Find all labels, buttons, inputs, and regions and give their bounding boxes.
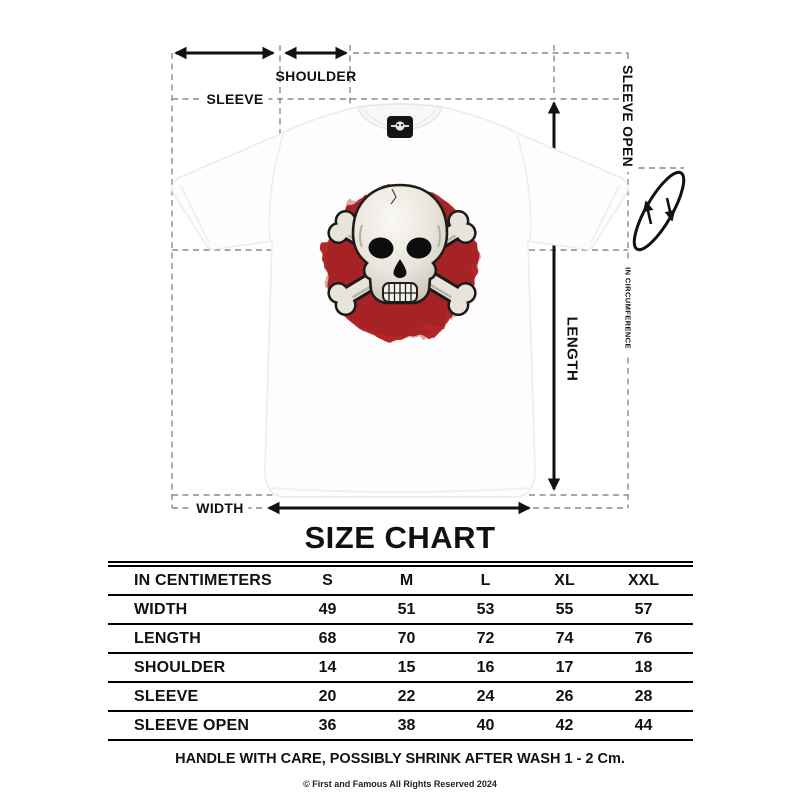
cell-value: 70 <box>397 629 416 647</box>
table-row-shoulder: SHOULDER 14 15 16 17 18 <box>108 654 693 683</box>
cell-value: 72 <box>476 629 495 647</box>
cell-value: 28 <box>634 687 653 705</box>
cell-value: 55 <box>555 600 574 618</box>
cell-value: 42 <box>555 716 574 734</box>
cell-value: 53 <box>476 600 495 618</box>
sleeve-open-measure-label: SLEEVE OPEN <box>620 59 636 173</box>
cell-value: 18 <box>634 658 653 676</box>
sleeve-measure-label: SLEEVE <box>201 91 269 107</box>
cell-value: 24 <box>476 687 495 705</box>
column-header-l: L <box>480 571 491 589</box>
in-circumference-label: IN CIRCUMFERENCE <box>623 263 633 353</box>
width-measure-label: WIDTH <box>191 500 249 516</box>
cell-value: 16 <box>476 658 495 676</box>
row-label: SHOULDER <box>134 658 226 676</box>
row-label: LENGTH <box>134 629 201 647</box>
cell-value: 51 <box>397 600 416 618</box>
cell-value: 44 <box>634 716 653 734</box>
cell-value: 20 <box>318 687 337 705</box>
row-label: SLEEVE OPEN <box>134 716 250 734</box>
column-header-m: M <box>399 571 414 589</box>
cell-value: 38 <box>397 716 416 734</box>
cell-value: 49 <box>318 600 337 618</box>
cell-value: 74 <box>555 629 574 647</box>
cell-value: 14 <box>318 658 337 676</box>
table-row-sleeve-open: SLEEVE OPEN 36 38 40 42 44 <box>108 712 693 741</box>
column-header-units: IN CENTIMETERS <box>134 571 272 589</box>
table-row-width: WIDTH 49 51 53 55 57 <box>108 596 693 625</box>
cell-value: 22 <box>397 687 416 705</box>
column-header-xl: XL <box>554 571 575 589</box>
table-header-row: IN CENTIMETERS S M L XL XXL <box>108 567 693 596</box>
circumference-loop-icon <box>632 170 686 252</box>
column-header-xxl: XXL <box>627 571 660 589</box>
cell-value: 57 <box>634 600 653 618</box>
tshirt-measurement-diagram <box>171 45 686 515</box>
row-label: WIDTH <box>134 600 188 618</box>
skull <box>351 183 449 305</box>
table-row-sleeve: SLEEVE 20 22 24 26 28 <box>108 683 693 712</box>
shirt-seams <box>180 134 620 493</box>
cell-value: 40 <box>476 716 495 734</box>
cell-value: 36 <box>318 716 337 734</box>
page-title: SIZE CHART <box>304 520 496 555</box>
neck-label-icon <box>387 116 413 138</box>
column-header-s: S <box>322 571 333 589</box>
table-row-length: LENGTH 68 70 72 74 76 <box>108 625 693 654</box>
cell-value: 26 <box>555 687 574 705</box>
shoulder-measure-label: SHOULDER <box>275 68 357 84</box>
cell-value: 76 <box>634 629 653 647</box>
row-label: SLEEVE <box>134 687 199 705</box>
tshirt-graphic <box>171 103 629 498</box>
length-measure-label: LENGTH <box>563 316 581 382</box>
cell-value: 15 <box>397 658 416 676</box>
skull-crossbones-icon <box>323 183 477 340</box>
cell-value: 17 <box>555 658 574 676</box>
size-chart-table: IN CENTIMETERS S M L XL XXL WIDTH 49 51 … <box>108 561 693 741</box>
copyright-notice: © First and Famous All Rights Reserved 2… <box>303 779 497 789</box>
cell-value: 68 <box>318 629 337 647</box>
care-note: HANDLE WITH CARE, POSSIBLY SHRINK AFTER … <box>175 751 625 767</box>
table-top-rule <box>108 561 693 567</box>
